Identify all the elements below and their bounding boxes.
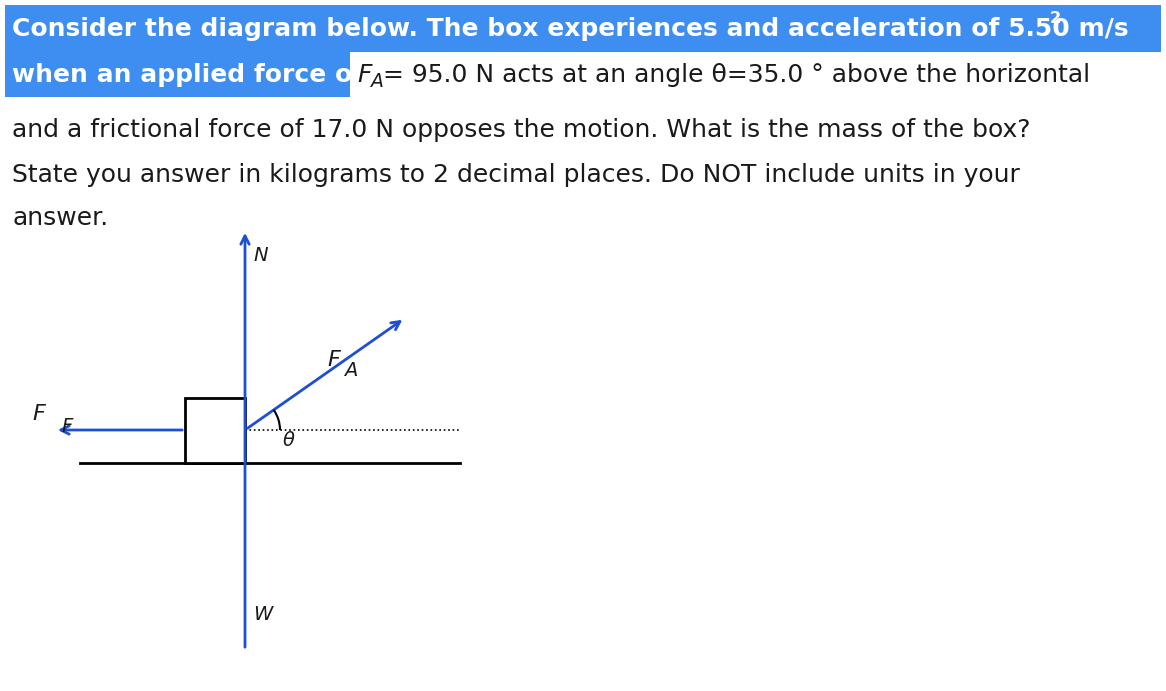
Text: answer.: answer.	[12, 206, 108, 230]
Text: F: F	[61, 417, 72, 435]
Text: F: F	[328, 350, 340, 370]
Bar	[5, 52, 350, 97]
Text: State you answer in kilograms to 2 decimal places. Do NOT include units in your: State you answer in kilograms to 2 decim…	[12, 163, 1020, 187]
Bar	[5, 5, 1161, 52]
Text: A: A	[371, 72, 384, 91]
Text: θ: θ	[283, 430, 295, 450]
Text: = 95.0 N acts at an angle θ=35.0 ° above the horizontal: = 95.0 N acts at an angle θ=35.0 ° above…	[382, 62, 1090, 86]
Text: Consider the diagram below. The box experiences and acceleration of 5.50 m/s: Consider the diagram below. The box expe…	[12, 17, 1129, 41]
Text: W: W	[253, 605, 272, 625]
Text: F: F	[357, 62, 372, 86]
Text: F: F	[33, 404, 45, 424]
Text: and a frictional force of 17.0 N opposes the motion. What is the mass of the box: and a frictional force of 17.0 N opposes…	[12, 118, 1031, 142]
Text: 2: 2	[1051, 11, 1061, 26]
Text: A: A	[344, 361, 357, 380]
Text: N: N	[253, 245, 268, 265]
Text: when an applied force of: when an applied force of	[12, 62, 372, 86]
Bar	[185, 397, 245, 462]
